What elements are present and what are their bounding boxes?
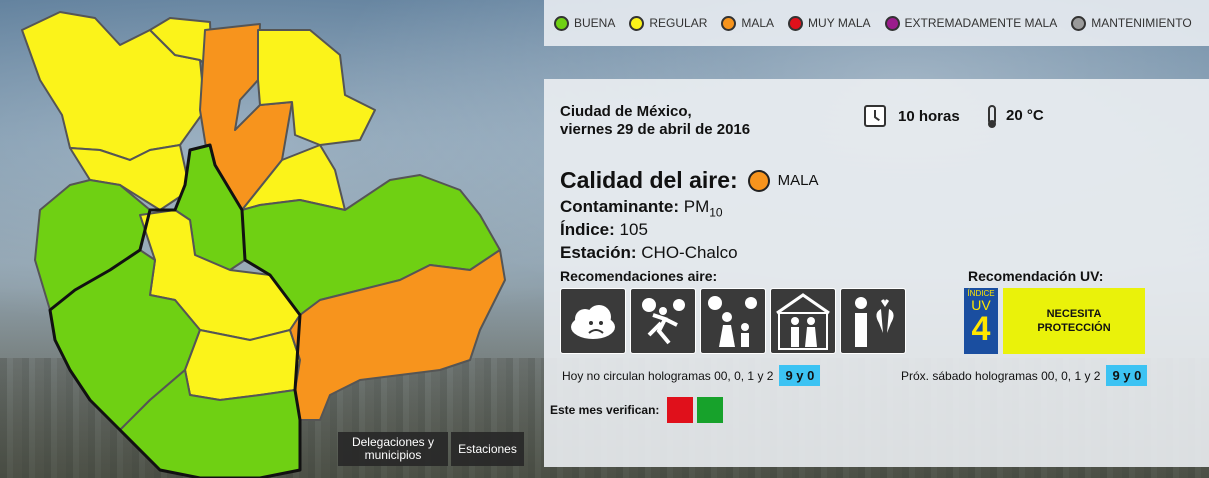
legend-label: REGULAR — [649, 16, 708, 30]
hoy-no-circula: Hoy no circulan hologramas 00, 0, 1 y 2 … — [562, 365, 821, 386]
temperature-value: 20 °C — [1006, 106, 1044, 124]
quality-label: Calidad del aire: — [560, 167, 738, 193]
air-quality-status: Calidad del aire: MALA — [560, 167, 819, 194]
hoy-no-circula-text: Hoy no circulan hologramas 00, 0, 1 y 2 — [562, 368, 774, 383]
estaciones-button[interactable]: Estaciones — [451, 432, 524, 466]
uv-message-text: NECESITA PROTECCIÓN — [1037, 308, 1111, 334]
report-day: viernes 29 de abril de 2016 — [560, 121, 751, 138]
report-temperature: 20 °C — [988, 105, 1044, 128]
legend-item-regular[interactable]: REGULAR — [629, 15, 708, 31]
uv-recommendation-title: Recomendación UV: — [968, 268, 1104, 284]
proximo-sabado: Próx. sábado hologramas 00, 0, 1 y 2 9 y… — [901, 365, 1148, 386]
legend-item-extremadamente-mala[interactable]: EXTREMADAMENTE MALA — [884, 15, 1058, 31]
proximo-sabado-text: Próx. sábado hologramas 00, 0, 1 y 2 — [901, 368, 1101, 383]
legend-dot-icon — [884, 15, 900, 31]
running-person-sun-icon[interactable] — [630, 288, 696, 354]
uv-index-badge: ÍNDICE UV 4 — [964, 288, 998, 354]
estaciones-button-label: Estaciones — [458, 441, 517, 456]
legend-item-muy-mala[interactable]: MUY MALA — [788, 15, 871, 31]
legend-label: BUENA — [574, 16, 616, 30]
legend-item-buena[interactable]: BUENA — [554, 15, 616, 31]
legend-item-mantenimiento[interactable]: MANTENIMIENTO — [1071, 15, 1192, 31]
index-value: 105 — [619, 220, 648, 239]
air-quality-map[interactable] — [0, 0, 540, 478]
verification-label: Este mes verifican: — [550, 403, 660, 417]
legend-label: MALA — [741, 16, 775, 30]
map-zone-north-west[interactable] — [21, 11, 206, 161]
pollutant-line: Contaminante: PM10 — [560, 197, 723, 219]
verification-color-green — [697, 397, 724, 423]
verification-color-red — [667, 397, 694, 423]
uv-badge-small: ÍNDICE — [967, 289, 995, 298]
pollutant-sub: 10 — [709, 205, 723, 220]
station-label: Estación: — [560, 243, 637, 262]
air-recommendation-icons — [560, 288, 910, 354]
uv-badge-value: 4 — [971, 310, 991, 348]
uv-badge-uv: UV — [971, 297, 991, 313]
report-city: Ciudad de México, — [560, 103, 692, 120]
legend-label: EXTREMADAMENTE MALA — [904, 16, 1058, 30]
proximo-sabado-tag: 9 y 0 — [1106, 365, 1148, 386]
hoy-no-circula-tag: 9 y 0 — [779, 365, 821, 386]
map-zone-north-east[interactable] — [257, 29, 376, 146]
legend-dot-icon — [721, 15, 737, 31]
index-label: Índice: — [560, 220, 615, 239]
lungs-heart-icon[interactable] — [840, 288, 906, 354]
legend-bar: BUENA REGULAR MALA MUY MALA EXTREMADAMEN… — [544, 0, 1209, 46]
clock-icon — [864, 105, 886, 127]
legend-label: MANTENIMIENTO — [1091, 16, 1192, 30]
map-boundary-line — [48, 143, 302, 478]
report-panel: Ciudad de México, viernes 29 de abril de… — [544, 79, 1209, 467]
thermometer-icon — [988, 105, 996, 128]
delegaciones-button[interactable]: Delegaciones y municipios — [338, 432, 448, 466]
family-sun-icon[interactable] — [700, 288, 766, 354]
legend-dot-icon — [554, 15, 569, 31]
report-hour: 10 horas — [864, 105, 960, 127]
air-recommendations-title: Recomendaciones aire: — [560, 268, 718, 284]
station-line: Estación: CHO-Chalco — [560, 243, 738, 263]
legend-item-mala[interactable]: MALA — [721, 15, 775, 31]
quality-dot-icon — [747, 169, 770, 192]
legend-dot-icon — [788, 15, 804, 31]
pollutant-label: Contaminante: — [560, 197, 679, 216]
uv-message: NECESITA PROTECCIÓN — [1003, 288, 1145, 354]
station-value: CHO-Chalco — [641, 243, 738, 262]
legend-dot-icon — [629, 15, 645, 31]
delegaciones-button-label: Delegaciones y municipios — [351, 435, 435, 462]
verification-row: Este mes verifican: — [550, 397, 724, 423]
pollutant-value: PM — [683, 197, 710, 216]
quality-value: MALA — [777, 172, 819, 189]
elderly-indoors-icon[interactable] — [770, 288, 836, 354]
index-line: Índice: 105 — [560, 220, 648, 240]
legend-dot-icon — [1071, 15, 1087, 31]
sad-cloud-icon[interactable] — [560, 288, 626, 354]
map-zone-south-yellow[interactable] — [184, 329, 301, 401]
report-date: Ciudad de México, viernes 29 de abril de… — [560, 103, 750, 139]
hour-value: 10 horas — [898, 107, 960, 125]
legend-label: MUY MALA — [808, 16, 871, 30]
